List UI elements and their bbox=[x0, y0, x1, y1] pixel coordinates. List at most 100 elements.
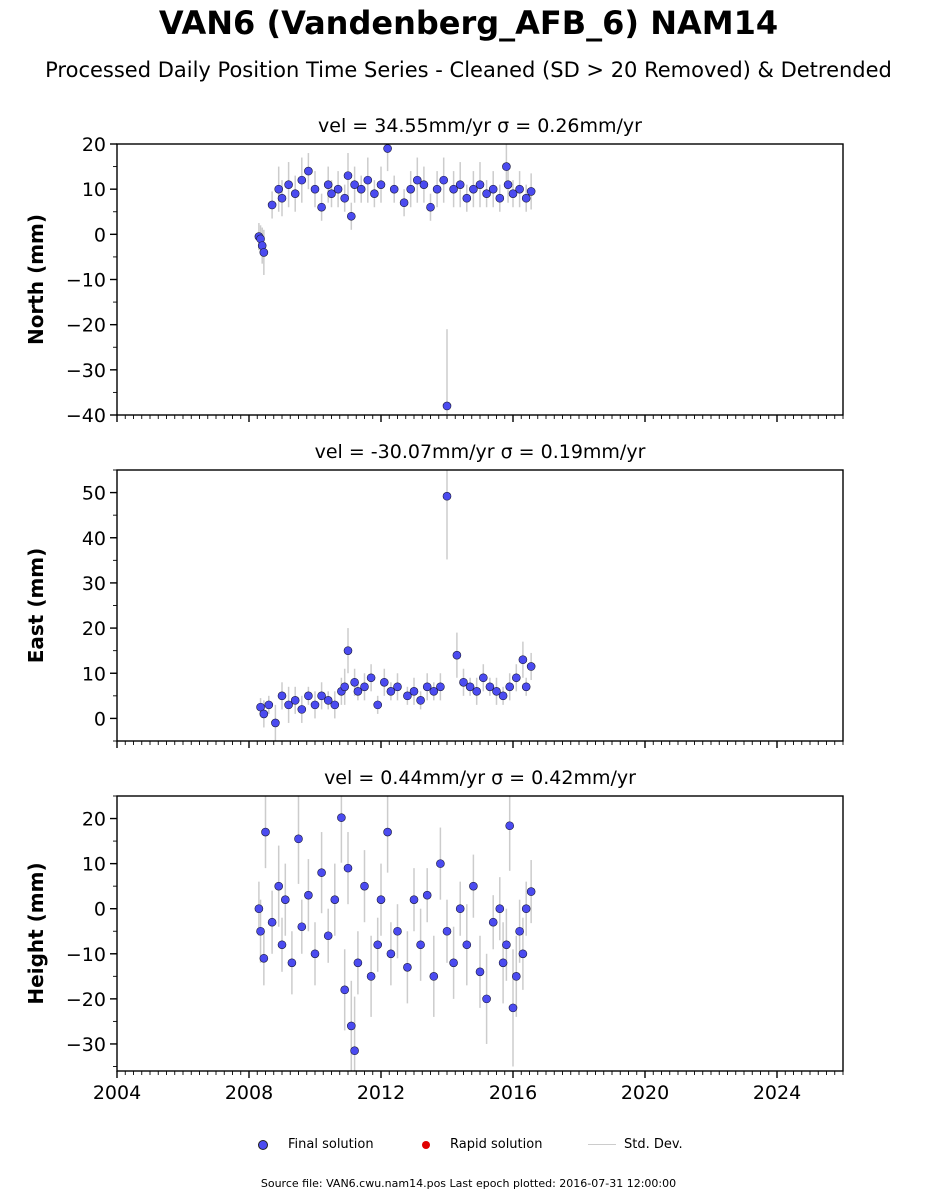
height-point-13 bbox=[317, 868, 326, 877]
height-y-tick-label-4: −20 bbox=[66, 989, 106, 1011]
east-point-17 bbox=[353, 687, 363, 696]
height-point-18 bbox=[343, 863, 353, 873]
north-point-9 bbox=[297, 175, 307, 185]
figure-subtitle: Processed Daily Position Time Series - C… bbox=[45, 58, 892, 82]
east-point-34 bbox=[472, 687, 482, 696]
time-series-plots: vel = 34.55mm/yr σ = 0.26mm/yr North (mm)… bbox=[24, 115, 844, 1104]
height-point-37 bbox=[455, 904, 465, 914]
east-y-tick-label-4: 10 bbox=[82, 663, 106, 685]
height-point-10 bbox=[297, 922, 307, 932]
height-y-tick-label-3: −10 bbox=[66, 944, 106, 966]
height-y-tick-label-0: 20 bbox=[82, 809, 106, 831]
east-point-25 bbox=[409, 687, 419, 696]
height-point-20 bbox=[350, 1046, 359, 1056]
height-point-15 bbox=[330, 895, 340, 904]
north-point-28 bbox=[412, 175, 422, 185]
north-plot-frame bbox=[116, 143, 844, 416]
north-point-35 bbox=[455, 180, 465, 189]
north-point-31 bbox=[432, 184, 442, 194]
east-point-33 bbox=[465, 682, 475, 692]
north-point-38 bbox=[475, 180, 485, 189]
north-point-36 bbox=[462, 193, 472, 203]
north-y-tick-label-4: −20 bbox=[66, 315, 106, 337]
east-point-16 bbox=[350, 677, 359, 687]
east-point-21 bbox=[379, 677, 389, 687]
east-point-23 bbox=[393, 682, 402, 692]
north-point-18 bbox=[346, 211, 356, 221]
north-y-tick-label-1: 10 bbox=[82, 179, 106, 201]
height-x-tick-label-0: 2004 bbox=[93, 1082, 141, 1104]
figure-title: VAN6 (Vandenberg_AFB_6) NAM14 bbox=[158, 4, 779, 42]
east-point-11 bbox=[323, 696, 333, 705]
east-point-1 bbox=[259, 709, 269, 719]
height-point-28 bbox=[393, 926, 402, 936]
north-point-45 bbox=[515, 184, 524, 194]
height-point-43 bbox=[495, 904, 505, 914]
east-point-27 bbox=[422, 682, 432, 692]
north-y-tick-label-5: −30 bbox=[66, 360, 106, 382]
east-point-20 bbox=[373, 700, 383, 710]
north-point-13 bbox=[323, 180, 333, 189]
north-point-14 bbox=[327, 189, 336, 198]
height-point-11 bbox=[304, 890, 313, 900]
height-point-34 bbox=[436, 859, 445, 868]
height-point-46 bbox=[505, 821, 515, 831]
east-point-40 bbox=[511, 673, 521, 683]
height-point-27 bbox=[386, 949, 396, 959]
north-point-24 bbox=[383, 144, 392, 153]
height-point-47 bbox=[508, 1003, 518, 1013]
east-point-6 bbox=[290, 696, 300, 705]
height-point-22 bbox=[360, 881, 369, 891]
legend-std: Std. Dev. bbox=[588, 1137, 683, 1152]
height-x-tick-label-4: 2020 bbox=[621, 1082, 669, 1104]
height-y-tick-label-1: 10 bbox=[82, 854, 106, 876]
height-point-26 bbox=[383, 827, 392, 837]
north-point-23 bbox=[376, 180, 386, 189]
north-y-label: North (mm) bbox=[24, 214, 48, 345]
height-point-48 bbox=[511, 972, 521, 981]
north-point-43 bbox=[503, 180, 513, 189]
source-note: Source file: VAN6.cwu.nam14.pos Last epo… bbox=[260, 1177, 677, 1190]
height-point-2 bbox=[259, 953, 269, 963]
height-y-tick-label-5: −30 bbox=[66, 1034, 106, 1056]
height-point-52 bbox=[526, 887, 536, 896]
east-y-tick-label-5: 0 bbox=[94, 708, 106, 730]
east-point-30 bbox=[442, 491, 452, 501]
height-point-17 bbox=[340, 985, 350, 995]
east-point-10 bbox=[317, 691, 326, 701]
legend-std-label: Std. Dev. bbox=[624, 1137, 683, 1152]
height-point-3 bbox=[261, 827, 270, 837]
north-point-33 bbox=[442, 401, 452, 411]
height-x-tick-label-2: 2012 bbox=[357, 1082, 405, 1104]
height-point-29 bbox=[403, 963, 412, 972]
legend-std-line bbox=[588, 1144, 616, 1145]
height-point-39 bbox=[469, 881, 478, 891]
east-point-35 bbox=[478, 673, 488, 683]
legend: Final solution Rapid solution Std. Dev. bbox=[0, 1137, 937, 1157]
height-point-38 bbox=[462, 940, 472, 950]
east-point-32 bbox=[459, 677, 468, 687]
east-point-4 bbox=[277, 691, 287, 701]
east-y-label: East (mm) bbox=[24, 548, 48, 664]
height-point-32 bbox=[422, 890, 432, 900]
height-point-41 bbox=[482, 994, 491, 1004]
north-point-29 bbox=[419, 180, 429, 189]
height-point-30 bbox=[409, 895, 419, 904]
north-point-42 bbox=[502, 162, 511, 171]
legend-final-marker bbox=[258, 1139, 268, 1150]
height-panel-title: vel = 0.44mm/yr σ = 0.42mm/yr bbox=[324, 767, 636, 789]
height-y-tick-label-2: 0 bbox=[94, 899, 106, 921]
north-point-12 bbox=[317, 202, 326, 212]
height-point-19 bbox=[346, 1021, 356, 1031]
east-y-tick-label-1: 40 bbox=[82, 528, 106, 550]
height-point-0 bbox=[254, 904, 264, 914]
north-y-tick-label-6: −40 bbox=[66, 405, 106, 427]
east-point-8 bbox=[304, 691, 313, 701]
east-y-tick-label-3: 20 bbox=[82, 618, 106, 640]
east-point-29 bbox=[436, 682, 445, 692]
east-point-19 bbox=[366, 673, 376, 683]
north-panel-title: vel = 34.55mm/yr σ = 0.26mm/yr bbox=[318, 115, 642, 137]
height-point-42 bbox=[488, 917, 498, 927]
height-point-24 bbox=[373, 940, 383, 950]
north-point-47 bbox=[526, 187, 536, 196]
